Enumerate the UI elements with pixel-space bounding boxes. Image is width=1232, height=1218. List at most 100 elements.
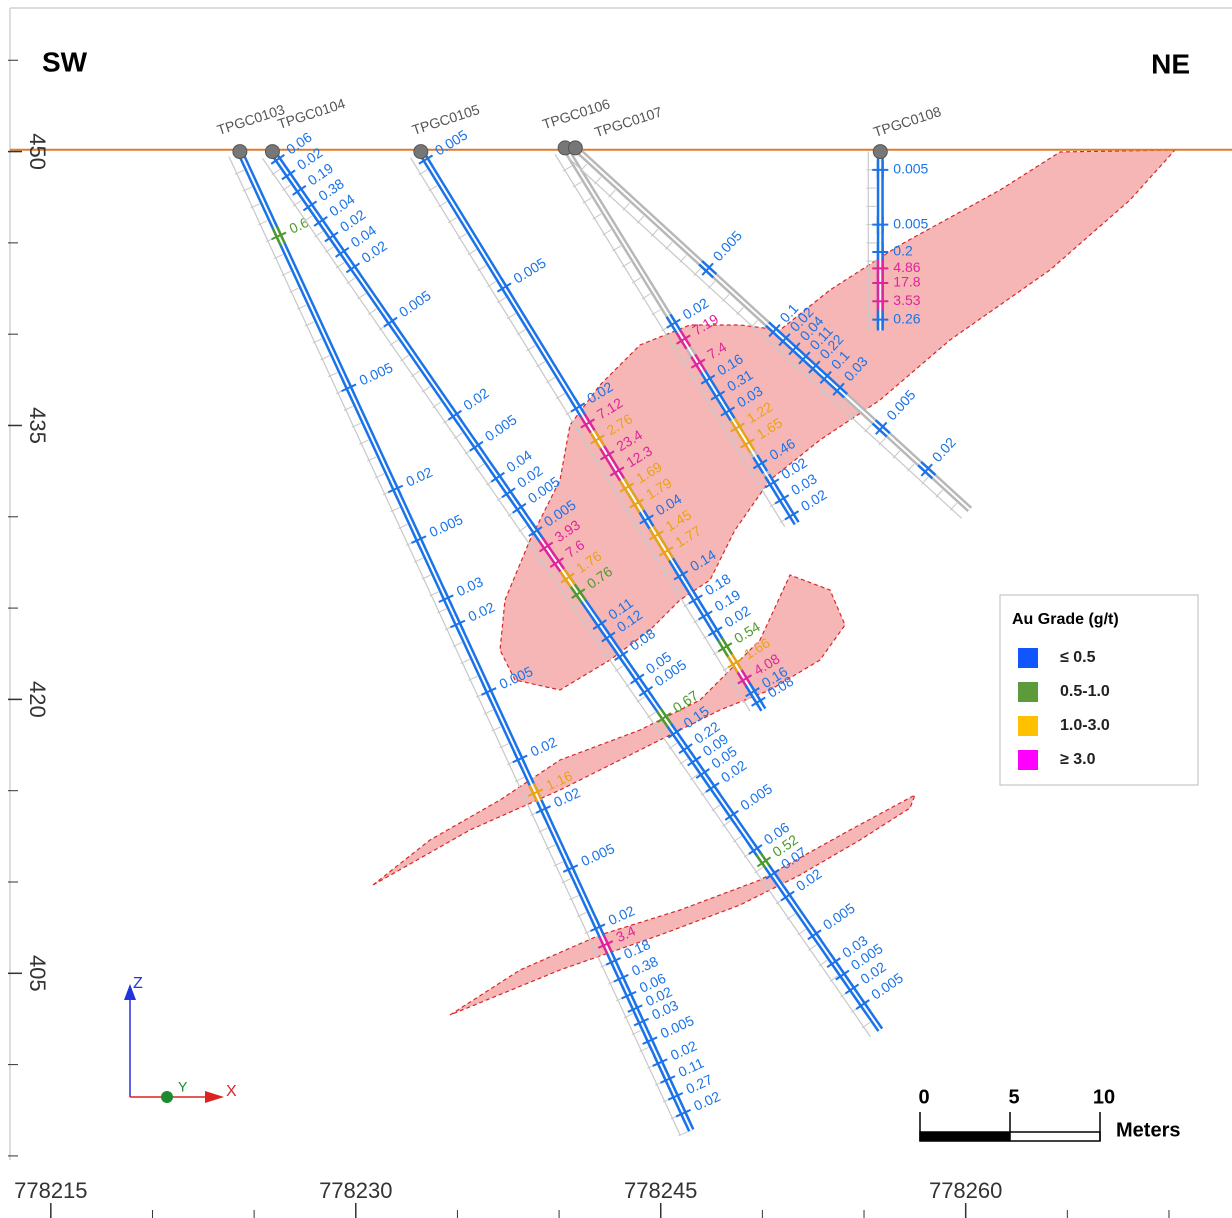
assay-label: 0.005	[578, 840, 617, 869]
depth-tick	[413, 557, 424, 563]
assay-tick	[630, 673, 645, 685]
ore-zone	[372, 574, 846, 886]
assay-tick	[666, 318, 681, 329]
depth-tick	[467, 249, 477, 256]
depth-tick	[400, 355, 409, 362]
direction-label: SW	[42, 46, 88, 77]
assay-tick	[678, 743, 693, 755]
assay-tick	[313, 215, 328, 227]
assay-tick	[745, 687, 760, 698]
assay-tick	[411, 535, 427, 544]
y-tick-label: 435	[25, 407, 50, 444]
depth-tick	[418, 169, 428, 176]
assay-tick	[590, 923, 606, 932]
depth-tick	[689, 773, 699, 781]
depth-tick	[555, 393, 565, 400]
scale-bar-fill	[920, 1132, 1010, 1141]
depth-tick	[325, 246, 334, 253]
assay-tick	[341, 383, 357, 393]
assay-tick	[621, 990, 637, 1000]
depth-tick	[612, 245, 622, 252]
x-tick-label: 778260	[929, 1178, 1002, 1203]
assay-tick	[727, 658, 743, 669]
depth-tick	[622, 202, 630, 211]
assay-label: 0.005	[710, 227, 746, 264]
hole-name: TPGC0105	[410, 101, 482, 138]
depth-tick	[546, 377, 556, 384]
depth-tick	[496, 297, 507, 304]
depth-tick	[335, 261, 345, 269]
assay-tick	[652, 1058, 668, 1067]
depth-tick	[786, 913, 796, 920]
assay-tick	[819, 370, 832, 385]
assay-tick	[768, 323, 781, 338]
assay-tick	[657, 712, 672, 724]
assay-tick	[688, 594, 703, 605]
depth-tick	[516, 329, 526, 336]
depth-tick	[736, 307, 744, 316]
depth-tick	[506, 313, 516, 320]
legend-swatch	[1018, 682, 1038, 702]
depth-tick	[367, 308, 377, 316]
depth-tick	[271, 168, 281, 176]
assay-tick	[438, 594, 454, 603]
depth-tick	[536, 361, 546, 368]
assay-tick	[335, 246, 350, 258]
depth-tick	[561, 878, 571, 884]
depth-tick	[673, 585, 683, 592]
depth-tick	[579, 163, 588, 172]
depth-tick	[571, 603, 581, 610]
assay-tick	[324, 231, 339, 243]
depth-tick	[351, 422, 361, 428]
depth-tick	[346, 277, 356, 285]
depth-tick	[623, 1013, 634, 1019]
assay-tick	[535, 805, 551, 814]
assay-tick	[538, 541, 554, 553]
depth-tick	[636, 696, 646, 703]
depth-tick	[608, 189, 616, 198]
assay-tick	[528, 526, 543, 537]
assay-tick	[614, 650, 629, 661]
assay-label: 17.8	[893, 274, 920, 290]
depth-tick	[428, 185, 438, 192]
assay-tick	[345, 262, 361, 274]
assay-tick	[281, 169, 296, 181]
depth-tick	[499, 743, 509, 749]
assay-tick	[780, 890, 795, 902]
depth-tick	[296, 304, 307, 310]
assay-tick	[765, 868, 780, 880]
assay-label: 0.005	[482, 411, 520, 444]
depth-tick	[282, 184, 291, 191]
depth-tick	[550, 572, 560, 579]
depth-tick	[487, 281, 497, 288]
assay-tick	[649, 530, 664, 541]
assay-tick	[609, 466, 625, 477]
assay-label: 0.005	[820, 900, 858, 933]
depth-tick	[528, 541, 538, 548]
depth-tick	[569, 895, 579, 901]
depth-tick	[460, 658, 470, 665]
depth-tick	[314, 230, 324, 238]
depth-tick	[754, 866, 764, 874]
depth-tick	[797, 928, 807, 936]
assay-tick	[701, 262, 714, 276]
depth-tick	[711, 804, 721, 812]
depth-tick	[593, 176, 602, 185]
assay-tick	[724, 809, 739, 821]
assay-tick	[798, 351, 811, 365]
depth-tick	[577, 911, 587, 918]
depth-tick	[679, 758, 689, 765]
depth-tick	[636, 215, 645, 224]
depth-tick	[303, 215, 313, 222]
assay-tick	[707, 626, 723, 637]
assay-tick	[740, 438, 755, 449]
depth-tick	[390, 507, 400, 513]
depth-tick	[545, 844, 556, 850]
assay-tick	[580, 418, 595, 429]
assay-tick	[875, 421, 888, 435]
depth-tick	[651, 309, 661, 316]
legend: ≤ 0.5 0.5-1.0 1.0-3.0 ≥ 3.0	[1018, 648, 1110, 770]
collar	[232, 144, 248, 160]
assay-tick	[698, 610, 713, 621]
